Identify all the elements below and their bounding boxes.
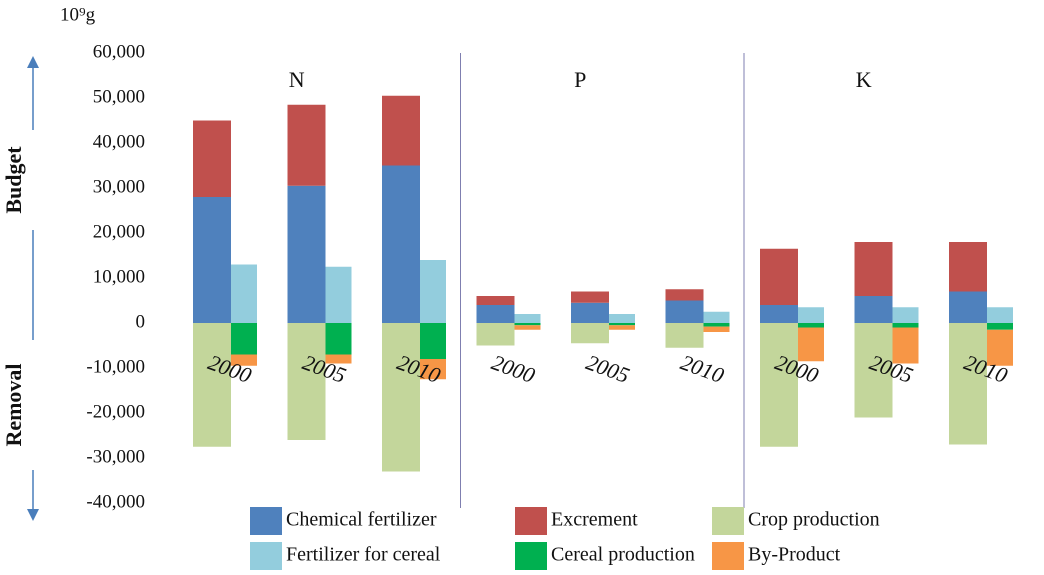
bar-segment (287, 104, 326, 186)
bar-segment (382, 165, 420, 323)
bar-segment (571, 302, 609, 323)
bar-segment (231, 323, 257, 355)
budget-label: Budget (1, 146, 26, 214)
bar-segment (571, 291, 609, 303)
legend-label: Cereal production (551, 544, 695, 566)
bar-segment (193, 323, 231, 447)
bar-segment (571, 323, 609, 344)
bar-segment (420, 260, 446, 323)
x-tick-label: 2005 (583, 349, 633, 388)
bar-segment (703, 311, 730, 323)
legend-swatch (250, 542, 282, 570)
bar-segment (231, 354, 257, 366)
legend-label: Fertilizer for cereal (286, 544, 441, 566)
group-label: N (289, 67, 305, 92)
label-bg (4, 340, 44, 470)
bar-segment (382, 95, 420, 166)
bar-segment (287, 185, 326, 323)
bar-segment (703, 326, 730, 332)
label-bg (4, 130, 44, 230)
bar-segment (609, 325, 635, 330)
bar-segment (609, 314, 635, 323)
bar-segment (193, 197, 231, 323)
bar-segment (514, 325, 541, 330)
bar-segment (193, 120, 231, 197)
bar-segment (703, 323, 730, 327)
legend-swatch (250, 507, 282, 535)
x-tick-label: 2010 (677, 349, 727, 388)
bar-segment (382, 323, 420, 472)
bar-segment (892, 307, 919, 323)
legend-label: Excrement (551, 509, 638, 531)
bar-segment (514, 314, 541, 323)
bar-segment (420, 323, 446, 359)
bar-segment (949, 323, 987, 445)
bar-segment (949, 291, 987, 323)
y-tick-label: -10,000 (86, 356, 145, 377)
bar-segment (892, 323, 919, 328)
y-tick-label: 10,000 (93, 266, 145, 287)
bar-segment (476, 323, 515, 346)
group-label: K (856, 67, 872, 92)
y-tick-label: 50,000 (93, 86, 145, 107)
bar-segment (665, 289, 704, 301)
bar-segment (987, 329, 1013, 366)
y-tick-label: 40,000 (93, 131, 145, 152)
y-unit: 10⁹g (60, 4, 96, 25)
removal-label: Removal (1, 363, 26, 446)
y-tick-label: -30,000 (86, 446, 145, 467)
bar-segment (798, 307, 824, 323)
bar-segment (420, 359, 446, 380)
bar-segment (476, 296, 515, 305)
legend-swatch (712, 507, 744, 535)
bar-segment (325, 266, 352, 323)
bar-segment (231, 264, 257, 323)
bar-segment (609, 323, 635, 326)
bar-segment (760, 323, 798, 447)
bar-segment (987, 307, 1013, 323)
x-tick-label: 2000 (488, 349, 538, 388)
y-tick-label: 60,000 (93, 41, 145, 62)
legend-swatch (515, 507, 547, 535)
bar-segment (476, 305, 515, 323)
y-tick-label: -20,000 (86, 401, 145, 422)
bar-segment (892, 327, 919, 364)
bar-segment (514, 323, 541, 326)
bar-segment (854, 323, 893, 418)
y-tick-label: 0 (136, 311, 146, 332)
group-label: P (574, 67, 586, 92)
bar-segment (854, 242, 893, 296)
legend-label: By-Product (748, 544, 841, 566)
bar-segment (987, 323, 1013, 330)
bar-segment (798, 327, 824, 362)
bar-segment (325, 354, 352, 364)
y-tick-label: -40,000 (86, 491, 145, 512)
bar-segment (325, 323, 352, 355)
bar-segment (760, 248, 798, 305)
bar-segment (798, 323, 824, 328)
bar-segment (854, 296, 893, 323)
bar-segment (287, 323, 326, 440)
legend-label: Chemical fertilizer (286, 509, 437, 531)
bar-segment (665, 300, 704, 323)
y-tick-label: 30,000 (93, 176, 145, 197)
legend-label: Crop production (748, 509, 880, 531)
legend-swatch (515, 542, 547, 570)
bar-segment (760, 305, 798, 323)
bar-segment (949, 242, 987, 292)
bar-segment (665, 323, 704, 348)
legend-swatch (712, 542, 744, 570)
y-tick-label: 20,000 (93, 221, 145, 242)
